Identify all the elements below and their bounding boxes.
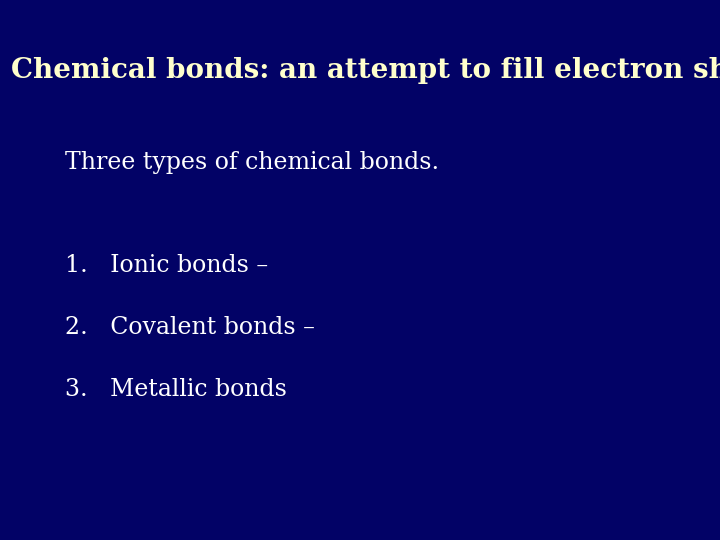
Text: Chemical bonds: an attempt to fill electron shells: Chemical bonds: an attempt to fill elect… bbox=[11, 57, 720, 84]
Text: Three types of chemical bonds.: Three types of chemical bonds. bbox=[65, 151, 439, 174]
Text: 3.   Metallic bonds: 3. Metallic bonds bbox=[65, 378, 287, 401]
Text: 1.   Ionic bonds –: 1. Ionic bonds – bbox=[65, 254, 268, 277]
Text: 2.   Covalent bonds –: 2. Covalent bonds – bbox=[65, 316, 315, 339]
